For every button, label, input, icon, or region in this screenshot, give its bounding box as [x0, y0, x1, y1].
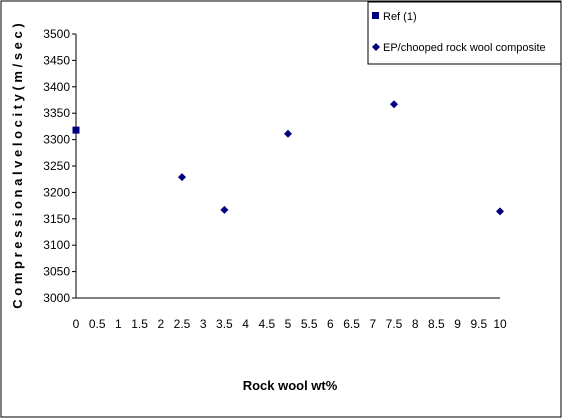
x-tick-label: 7.5 — [386, 317, 403, 331]
y-tick-label: 3300 — [43, 133, 70, 147]
x-tick-label: 10 — [493, 317, 507, 331]
x-tick-label: 2.5 — [174, 317, 191, 331]
y-tick-label: 3350 — [43, 106, 70, 120]
y-tick-label: 3400 — [43, 80, 70, 94]
y-tick-label: 3200 — [43, 185, 70, 199]
x-tick-label: 1.5 — [131, 317, 148, 331]
legend-marker-ref — [372, 12, 379, 19]
x-tick-label: 4 — [242, 317, 249, 331]
x-tick-label: 5.5 — [301, 317, 318, 331]
y-tick-label: 3450 — [43, 53, 70, 67]
x-tick-label: 0.5 — [89, 317, 106, 331]
x-tick-label: 1 — [115, 317, 122, 331]
x-axis-title: Rock wool wt% — [243, 378, 338, 393]
y-tick-label: 3100 — [43, 238, 70, 252]
y-axis-title: C o m p r e s s i o n a l v e l o c i t … — [10, 23, 25, 308]
x-tick-label: 6 — [327, 317, 334, 331]
x-tick-label: 0 — [73, 317, 80, 331]
x-tick-label: 9 — [454, 317, 461, 331]
x-tick-label: 7 — [369, 317, 376, 331]
x-tick-label: 3.5 — [216, 317, 233, 331]
legend-label-composite: EP/chooped rock wool composite — [383, 42, 546, 54]
x-tick-label: 4.5 — [258, 317, 275, 331]
y-tick-label: 3150 — [43, 212, 70, 226]
x-tick-label: 9.5 — [470, 317, 487, 331]
y-tick-label: 3050 — [43, 265, 70, 279]
x-tick-label: 6.5 — [343, 317, 360, 331]
x-tick-label: 8.5 — [428, 317, 445, 331]
x-tick-label: 2 — [157, 317, 164, 331]
legend: Ref (1) EP/chooped rock wool composite — [368, 2, 561, 64]
y-tick-label: 3500 — [43, 27, 70, 41]
legend-label-ref: Ref (1) — [383, 11, 417, 23]
y-tick-label: 3000 — [43, 291, 70, 305]
x-tick-label: 5 — [285, 317, 292, 331]
y-tick-label: 3250 — [43, 159, 70, 173]
x-tick-label: 3 — [200, 317, 207, 331]
data-point-ref — [73, 127, 80, 134]
x-tick-label: 8 — [412, 317, 419, 331]
